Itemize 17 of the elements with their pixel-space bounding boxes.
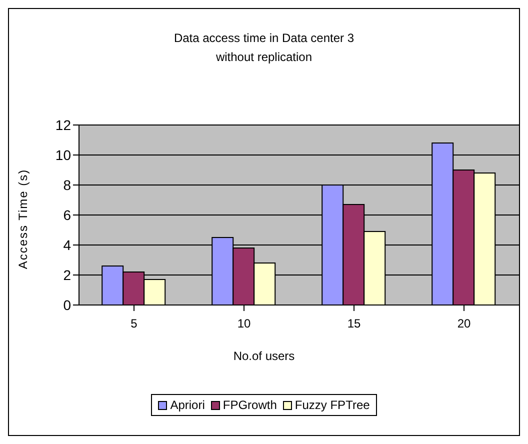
x-tick-label: 15 xyxy=(347,316,361,331)
y-tick-label: 6 xyxy=(63,206,72,223)
chart-title: Data access time in Data center 3 without replication xyxy=(172,30,356,66)
x-tick-label: 20 xyxy=(457,316,471,331)
legend-label: FPGrowth xyxy=(222,398,277,412)
legend-label: Fuzzy FPTree xyxy=(294,398,370,412)
x-axis-title: No.of users xyxy=(232,349,296,363)
x-tick-label: 10 xyxy=(237,316,251,331)
y-tick-label: 12 xyxy=(55,116,72,133)
legend-label: Apriori xyxy=(169,398,205,412)
y-tick-label: 0 xyxy=(63,296,72,313)
y-tick-label: 10 xyxy=(55,146,72,163)
x-tick-label: 5 xyxy=(130,316,138,331)
y-axis-title: Access Time (s) xyxy=(16,168,30,270)
y-tick-label: 2 xyxy=(63,266,72,283)
y-tick-label: 4 xyxy=(63,236,72,253)
y-tick-label: 8 xyxy=(63,176,72,193)
